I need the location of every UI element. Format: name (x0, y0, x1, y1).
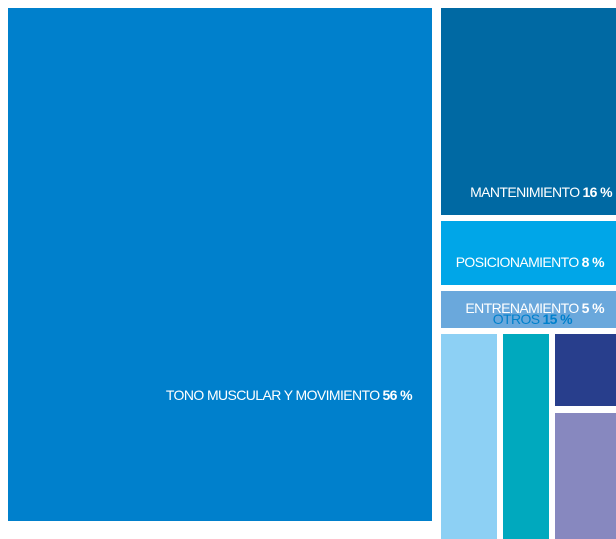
category-name: TONO MUSCULAR Y MOVIMIENTO (166, 387, 380, 403)
cell-label: OTROS 15 % (493, 311, 573, 327)
value-label: 8 % (582, 254, 605, 270)
value-label: 15 % (542, 311, 573, 327)
value-label: 5 % (582, 300, 605, 316)
cell-label: ENTRENAMIENTO 5 % (465, 300, 605, 316)
treemap-cell (8, 8, 432, 521)
category-name: POSICIONAMIENTO (456, 254, 580, 270)
category-name: ENTRENAMIENTO (465, 300, 579, 316)
treemap-cell (441, 8, 616, 215)
others-part (441, 334, 497, 539)
others-part (503, 334, 549, 539)
value-label: 56 % (382, 387, 413, 403)
others-part (555, 334, 616, 406)
value-label: 16 % (582, 184, 613, 200)
cell-label: TONO MUSCULAR Y MOVIMIENTO 56 % (166, 387, 413, 403)
others-breakdown (441, 304, 616, 539)
treemap-cell (441, 221, 616, 285)
treemap-cell (441, 291, 616, 328)
cell-label: POSICIONAMIENTO 8 % (456, 254, 605, 270)
others-part (555, 413, 616, 539)
category-name: OTROS (493, 311, 540, 327)
category-name: MANTENIMIENTO (470, 184, 580, 200)
cell-label: MANTENIMIENTO 16 % (470, 184, 613, 200)
